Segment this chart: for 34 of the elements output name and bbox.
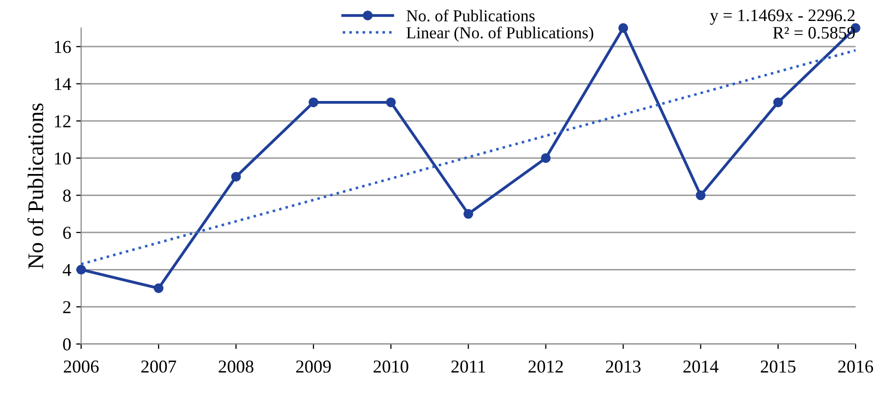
y-tick-label: 16	[54, 40, 71, 54]
point	[76, 264, 86, 275]
y-tick-label: 4	[62, 264, 72, 276]
legend-label: Linear (No. of Publications)	[406, 26, 594, 42]
point	[773, 97, 783, 108]
y-tick-label: 14	[54, 78, 72, 90]
point	[154, 283, 164, 294]
y-tick-label: 10	[54, 152, 71, 165]
x-tick-label: 2016	[838, 360, 874, 373]
text: y = 1.1469x - 2296.2	[710, 10, 855, 25]
x-tick-label: 2009	[296, 360, 331, 373]
x-tick-label: 2011	[451, 360, 485, 373]
point	[696, 190, 706, 200]
point	[540, 153, 551, 163]
y-tick-label: 6	[63, 226, 71, 239]
x-tick-label: 2014	[683, 360, 718, 373]
point	[308, 97, 318, 108]
y-tick-label: 12	[54, 115, 70, 128]
y-axis-title: No of Publications	[27, 103, 44, 269]
x-tick-label: 2006	[64, 360, 99, 373]
x-tick-label: 2012	[528, 360, 563, 373]
point	[231, 172, 241, 182]
point	[463, 209, 474, 219]
x-tick-label: 2008	[218, 360, 254, 373]
legend-label: No. of Publications	[406, 10, 535, 22]
x-tick-label: 2007	[141, 360, 176, 373]
y-tick-label: 2	[63, 301, 70, 314]
y-tick-label: 0	[63, 338, 71, 350]
point	[386, 97, 396, 108]
point	[618, 23, 628, 33]
y-tick-label: 8	[63, 190, 71, 202]
x-tick-label: 2015	[760, 360, 796, 373]
x-tick-label: 2010	[374, 360, 408, 373]
x-tick-label: 2013	[606, 360, 641, 373]
